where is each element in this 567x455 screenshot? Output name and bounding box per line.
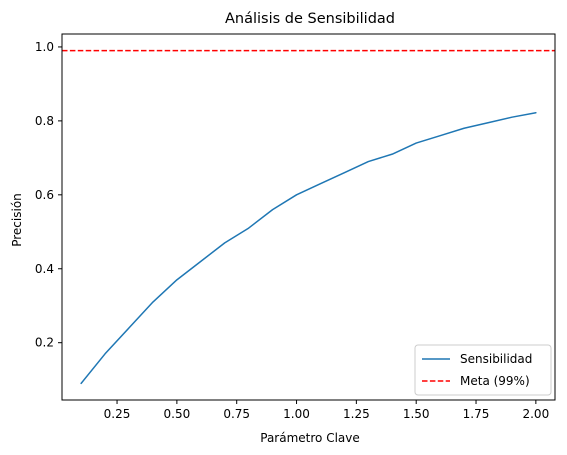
y-tick-label: 0.4 [35, 262, 54, 276]
legend-label-meta: Meta (99%) [460, 374, 530, 388]
y-tick-label: 0.8 [35, 114, 54, 128]
x-tick-label: 1.00 [283, 407, 310, 421]
x-tick-label: 0.75 [223, 407, 250, 421]
chart-title: Análisis de Sensibilidad [225, 11, 395, 27]
x-tick-label: 1.25 [343, 407, 370, 421]
x-tick-label: 1.50 [403, 407, 430, 421]
y-axis-ticks: 0.2 0.4 0.6 0.8 1.0 [35, 40, 62, 350]
x-axis-ticks: 0.25 0.50 0.75 1.00 1.25 1.50 1.75 2.00 [104, 400, 549, 421]
y-tick-label: 0.2 [35, 336, 54, 350]
y-axis-label: Precisión [10, 193, 24, 247]
x-tick-label: 0.25 [104, 407, 131, 421]
axes-frame [61, 33, 556, 401]
legend: Sensibilidad Meta (99%) [414, 344, 552, 396]
legend-box [414, 344, 552, 396]
legend-label-sensibilidad: Sensibilidad [460, 352, 532, 366]
series-line-sensibilidad [80, 112, 537, 385]
x-tick-label: 1.75 [463, 407, 490, 421]
x-tick-label: 2.00 [522, 407, 549, 421]
x-tick-label: 0.50 [164, 407, 191, 421]
y-tick-label: 1.0 [35, 40, 54, 54]
y-tick-label: 0.6 [35, 188, 54, 202]
plot-area [61, 33, 556, 401]
x-axis-label: Parámetro Clave [260, 431, 360, 445]
